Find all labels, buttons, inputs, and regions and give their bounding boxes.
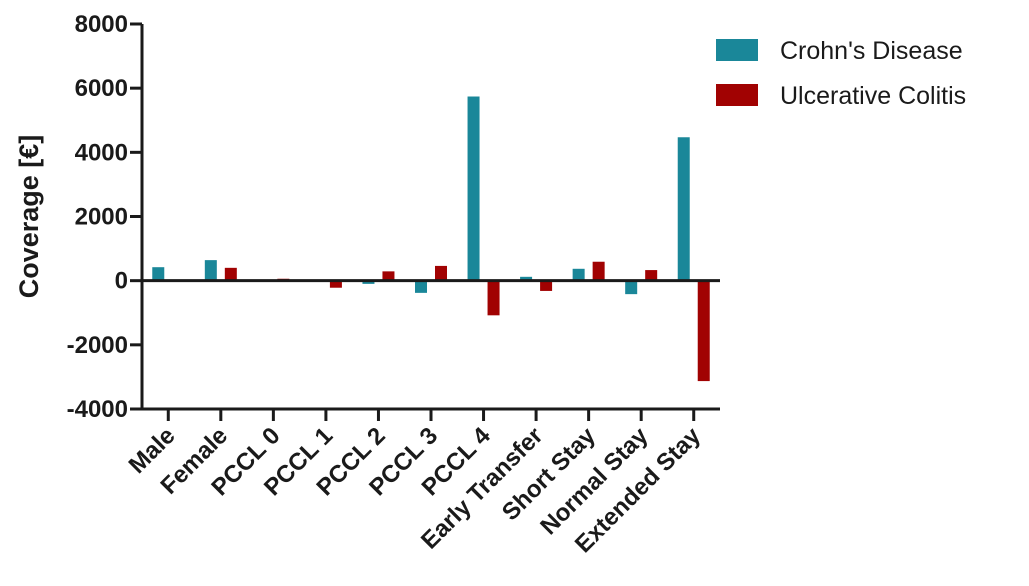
bar-crohns-8 bbox=[572, 268, 585, 281]
y-tick-label: 2000 bbox=[75, 204, 128, 231]
bar-uc-10 bbox=[697, 280, 710, 382]
bar-uc-8 bbox=[592, 261, 605, 281]
y-tick-label: 8000 bbox=[75, 11, 128, 38]
bar-uc-7 bbox=[540, 280, 553, 291]
bar-uc-5 bbox=[435, 265, 447, 281]
bar-uc-4 bbox=[382, 271, 395, 281]
legend: Crohn's Disease Ulcerative Colitis bbox=[716, 37, 966, 110]
y-tick-label: -2000 bbox=[67, 332, 128, 359]
legend-label: Ulcerative Colitis bbox=[780, 82, 966, 110]
axes-layer bbox=[140, 24, 720, 411]
bar-crohns-0 bbox=[152, 267, 165, 281]
bar-uc-6 bbox=[487, 280, 500, 316]
y-ticks: 8000 6000 4000 2000 0 -2000 -4000 bbox=[67, 11, 142, 423]
y-tick-label: -4000 bbox=[67, 396, 128, 423]
bar-crohns-1 bbox=[204, 260, 217, 281]
legend-label: Crohn's Disease bbox=[780, 37, 963, 65]
y-axis-title: Coverage [€] bbox=[14, 135, 44, 299]
y-tick-label: 6000 bbox=[75, 75, 128, 102]
bar-crohns-5 bbox=[415, 280, 427, 293]
bars-layer bbox=[152, 96, 710, 382]
legend-swatch bbox=[716, 84, 758, 106]
bar-crohns-10 bbox=[677, 137, 690, 281]
bar-crohns-4 bbox=[362, 280, 375, 284]
bar-crohns-7 bbox=[520, 276, 533, 281]
bar-uc-1 bbox=[224, 267, 237, 281]
y-tick-label: 0 bbox=[115, 268, 128, 295]
legend-swatch bbox=[716, 39, 758, 61]
y-tick-label: 4000 bbox=[75, 139, 128, 166]
bar-uc-3 bbox=[329, 280, 342, 288]
bar-uc-9 bbox=[645, 270, 658, 281]
bar-crohns-9 bbox=[625, 280, 638, 295]
bar-crohns-6 bbox=[467, 96, 480, 281]
